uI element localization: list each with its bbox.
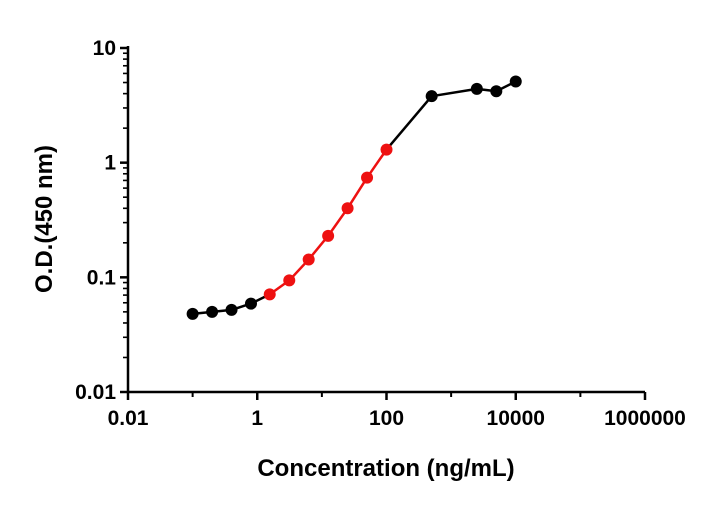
x-tick-label: 100 — [369, 407, 404, 430]
x-tick-label: 1 — [251, 407, 263, 430]
data-point — [380, 143, 393, 156]
y-tick-label: 1 — [104, 152, 116, 175]
y-axis-title: O.D.(450 nm) — [31, 145, 58, 293]
y-tick-label: 10 — [93, 37, 116, 60]
data-point — [470, 82, 483, 95]
data-point — [302, 253, 315, 266]
data-point — [490, 85, 503, 98]
y-tick-label: 0.01 — [75, 381, 116, 404]
data-point — [206, 305, 219, 318]
line-segment — [430, 87, 479, 98]
x-axis-title: Concentration (ng/mL) — [257, 455, 514, 482]
data-points — [186, 75, 522, 320]
data-point — [425, 90, 438, 103]
data-point — [186, 307, 199, 320]
line-segments — [191, 80, 517, 316]
data-point — [509, 75, 522, 88]
data-point — [283, 274, 296, 287]
x-tick-label: 0.01 — [108, 407, 149, 430]
x-tick-label: 10000 — [487, 407, 545, 430]
x-tick-label: 1000000 — [604, 407, 686, 430]
data-point — [263, 288, 276, 301]
data-point — [361, 171, 374, 184]
data-point — [322, 229, 335, 242]
data-point — [244, 297, 257, 310]
data-point — [225, 303, 238, 316]
line-segment — [385, 94, 433, 151]
axes — [126, 46, 645, 394]
line-segment — [346, 176, 369, 210]
data-point — [341, 202, 354, 215]
y-tick-label: 0.1 — [87, 266, 117, 289]
tick-labels: 0.01 1 100 10000 1000000 0.01 0.1 1 10 — [75, 37, 686, 430]
ticks — [120, 46, 647, 400]
